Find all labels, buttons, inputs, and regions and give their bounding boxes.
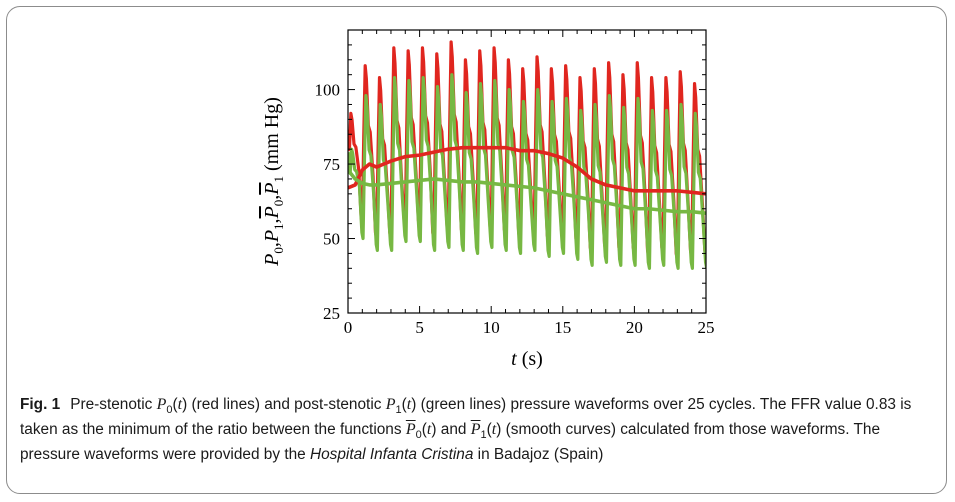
caption-text-4: and bbox=[436, 421, 471, 438]
caption-math-p0bar: P0(t) bbox=[405, 421, 437, 442]
y-tick-label: 100 bbox=[315, 81, 341, 100]
x-tick-label: 15 bbox=[554, 318, 571, 337]
y-tick-label: 50 bbox=[323, 230, 340, 249]
x-tick-label: 25 bbox=[698, 318, 715, 337]
caption-hospital: Hospital Infanta Cristina bbox=[310, 446, 474, 463]
plot-lines bbox=[348, 40, 706, 270]
caption-text-6: in Badajoz (Spain) bbox=[473, 446, 604, 463]
caption-text-3: (green lines) pressure waveforms over 25… bbox=[20, 396, 912, 438]
series-p0-mean bbox=[348, 145, 706, 196]
y-tick-label: 25 bbox=[323, 304, 340, 323]
series-p1-waveform bbox=[348, 73, 706, 270]
series-p1-mean bbox=[348, 168, 706, 216]
figure-caption: Fig. 1 Pre-stenotic P0(t) (red lines) and… bbox=[20, 392, 940, 467]
caption-math-p1bar: P1(t) bbox=[470, 421, 502, 442]
y-tick-label: 75 bbox=[323, 155, 340, 174]
axis-ticks: 0 5 10 15 20 25 25 50 75 100 bbox=[315, 30, 715, 337]
caption-math-p1t: P1(t) bbox=[385, 396, 417, 417]
x-tick-label: 5 bbox=[415, 318, 424, 337]
plot-frame bbox=[347, 29, 707, 314]
caption-math-p0t: P0(t) bbox=[156, 396, 188, 417]
figure-label: Fig. 1 bbox=[20, 396, 61, 413]
caption-text-2: (red lines) and post-stenotic bbox=[187, 396, 386, 413]
caption-text-1: Pre-stenotic bbox=[70, 396, 157, 413]
chart-svg: 0 5 10 15 20 25 25 50 75 100 t (s) P0,P1,P0,P1 (m… bbox=[261, 29, 715, 370]
y-axis-label: P0,P1,P0,P1 (mm Hg) bbox=[261, 97, 286, 267]
x-tick-label: 10 bbox=[483, 318, 500, 337]
x-axis-label: t (s) bbox=[511, 348, 543, 370]
x-tick-label: 20 bbox=[626, 318, 643, 337]
x-tick-label: 0 bbox=[344, 318, 353, 337]
pressure-chart: 0 5 10 15 20 25 25 50 75 100 t (s) P0,P1,P0,P1 (m… bbox=[250, 8, 720, 380]
caption-text-5: (smooth curves) calculated from those wa… bbox=[20, 421, 881, 463]
